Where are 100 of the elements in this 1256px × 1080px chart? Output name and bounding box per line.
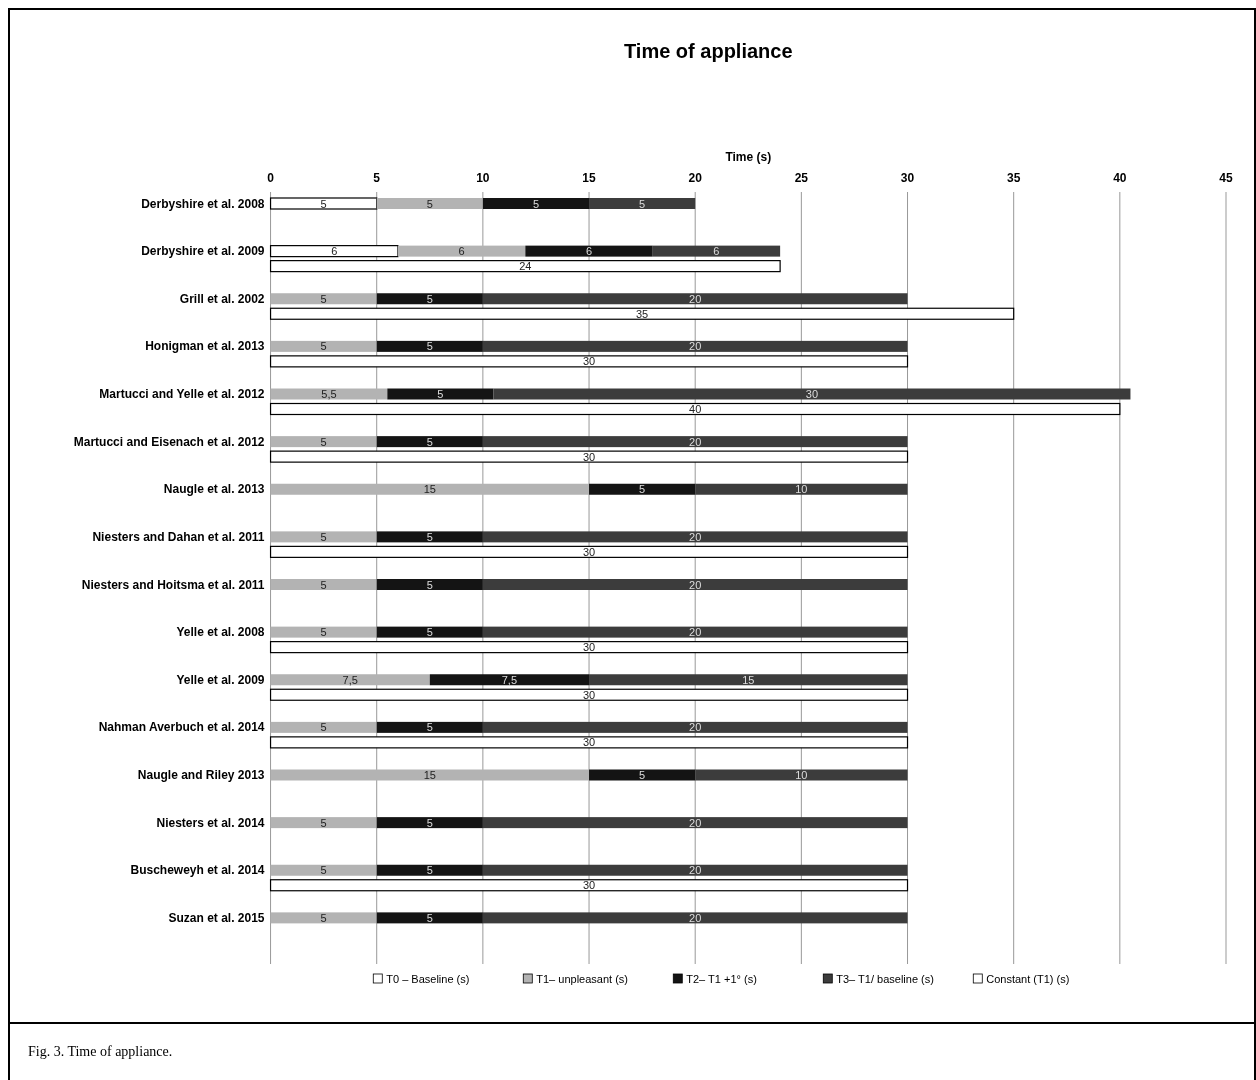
bar: [269, 641, 909, 654]
data-label: 20: [689, 911, 702, 924]
data-label: 20: [689, 626, 702, 639]
bar: [270, 579, 377, 590]
bar: [376, 531, 483, 543]
data-label: 10: [795, 769, 808, 781]
y-tick-label: Niesters et al. 2014: [156, 815, 265, 830]
y-tick-label: Martucci and Yelle et al. 2012: [99, 387, 265, 401]
x-tick-label: 10: [476, 171, 490, 185]
data-label: 30: [582, 688, 596, 701]
data-label: 5: [320, 864, 327, 877]
data-label: 5: [320, 626, 327, 639]
y-tick-label: Yelle et al. 2009: [176, 672, 265, 687]
bar: [482, 912, 908, 924]
bar: [269, 736, 909, 749]
y-tick-label: Suzan et al. 2015: [168, 910, 265, 925]
bar: [270, 483, 590, 495]
x-tick-label: 25: [794, 171, 809, 185]
y-tick-label: Naugle et al. 2013: [163, 482, 265, 497]
data-label: 5: [426, 911, 433, 924]
data-label: 5: [320, 530, 327, 543]
data-label: 7,5: [342, 673, 358, 686]
bar: [376, 626, 483, 638]
data-label: 5: [426, 530, 433, 543]
data-label: 5: [320, 340, 327, 353]
bar: [269, 197, 378, 210]
data-label: 30: [582, 879, 596, 892]
y-tick-label: Martucci and Eisenach et al. 2012: [73, 434, 265, 449]
bar: [376, 864, 483, 876]
bar: [270, 626, 377, 638]
data-label: 20: [689, 340, 702, 353]
bar: [695, 483, 908, 495]
y-tick-label: Niesters and Hoitsma et al. 2011: [81, 577, 265, 592]
legend-label: T2– T1 +1° (s): [686, 973, 757, 985]
data-label: 15: [423, 769, 436, 781]
data-label: 30: [582, 641, 596, 654]
bar: [270, 817, 377, 829]
bar: [270, 388, 388, 400]
bar: [269, 355, 909, 368]
x-tick-label: 45: [1219, 171, 1233, 185]
data-label: 30: [582, 545, 596, 558]
data-label: 5: [320, 197, 327, 210]
bar: [482, 579, 908, 590]
y-tick-label: Buscheweyh et al. 2014: [130, 863, 265, 878]
data-label: 30: [582, 355, 596, 368]
data-label: 5: [320, 721, 327, 734]
y-tick-label: Niesters and Dahan et al. 2011: [92, 529, 265, 544]
bar: [482, 198, 590, 209]
data-label: 5: [320, 292, 327, 305]
data-label: 5: [639, 483, 646, 496]
data-label: 35: [635, 307, 649, 320]
y-tick-label: Naugle and Riley 2013: [137, 768, 265, 782]
data-label: 5: [426, 578, 433, 591]
data-label: 5: [426, 340, 433, 353]
data-label: 6: [713, 245, 720, 258]
legend-label: T0 – Baseline (s): [386, 973, 470, 985]
data-label: 20: [689, 721, 702, 734]
bar: [376, 340, 483, 352]
bar: [269, 245, 399, 258]
bar: [387, 388, 494, 400]
y-tick-label: Nahman Averbuch et al. 2014: [98, 720, 265, 735]
data-label: 5: [426, 816, 433, 829]
bar: [376, 912, 483, 924]
data-label: 6: [458, 245, 465, 258]
x-tick-label: 20: [688, 171, 703, 185]
data-label: 20: [689, 292, 702, 305]
bar: [270, 721, 377, 733]
bar: [376, 198, 483, 209]
bar: [270, 674, 430, 686]
data-label: 15: [742, 673, 755, 686]
bar: [589, 483, 696, 495]
legend-label: Constant (T1) (s): [986, 973, 1070, 985]
data-label: 30: [582, 736, 596, 749]
x-axis-title: Time (s): [725, 150, 772, 164]
x-tick-label: 40: [1113, 171, 1127, 185]
bar: [482, 817, 908, 829]
data-label: 30: [805, 388, 819, 400]
data-label: 5: [437, 388, 444, 400]
data-label: 5: [426, 292, 433, 305]
data-label: 5: [320, 435, 327, 448]
legend-label: T1– unpleasant (s): [536, 973, 628, 985]
data-label: 5: [532, 197, 540, 210]
data-label: 10: [795, 483, 808, 496]
data-label: 5,5: [321, 388, 337, 400]
bar: [376, 436, 483, 448]
bar: [270, 436, 377, 448]
data-label: 5: [426, 197, 433, 210]
data-label: 30: [582, 450, 596, 463]
bar: [270, 912, 377, 924]
data-label: 20: [689, 435, 702, 448]
bar: [482, 626, 908, 638]
data-label: 5: [426, 626, 433, 639]
data-label: 20: [689, 864, 702, 877]
bar: [270, 864, 377, 876]
y-tick-label: Honigman et al. 2013: [145, 339, 265, 354]
y-tick-label: Derbyshire et al. 2008: [141, 196, 265, 211]
bar: [429, 674, 590, 686]
legend-label: T3– T1/ baseline (s): [836, 973, 934, 985]
bar: [269, 879, 909, 892]
data-label: 5: [320, 578, 327, 591]
